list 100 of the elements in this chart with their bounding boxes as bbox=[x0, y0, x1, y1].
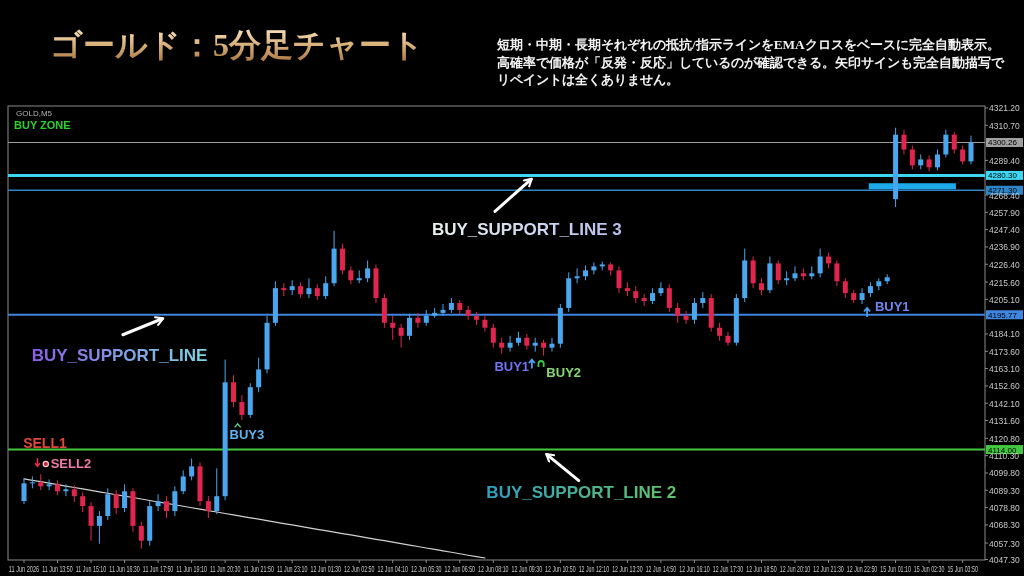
x-tick-label: 11 Jun 21:50 bbox=[243, 564, 274, 574]
candlestick bbox=[46, 478, 52, 491]
candlestick bbox=[214, 467, 220, 515]
y-tick-label: 4215.60 bbox=[989, 277, 1020, 288]
y-tick-label: 4184.10 bbox=[989, 329, 1020, 340]
candlestick bbox=[155, 493, 161, 512]
candlestick bbox=[901, 129, 907, 155]
line-series bbox=[23, 478, 486, 559]
candlestick bbox=[775, 259, 781, 285]
annotation: BUY_SUPPORT_LINE bbox=[31, 346, 208, 366]
y-tick-label: 4236.90 bbox=[989, 242, 1020, 253]
y-tick-label: 4089.30 bbox=[989, 485, 1020, 496]
candlestick bbox=[842, 277, 848, 299]
candlestick bbox=[926, 154, 932, 172]
candlestick bbox=[616, 265, 622, 294]
candlestick bbox=[968, 135, 974, 165]
candlestick bbox=[482, 315, 488, 333]
x-tick-label: 11 Jun 13:50 bbox=[42, 564, 73, 574]
y-tick-label: 4173.60 bbox=[989, 346, 1020, 357]
chart-title: ゴールド：5分足チャート bbox=[50, 27, 424, 63]
annotation: SELL1 bbox=[23, 435, 67, 452]
y-tick-label: 4226.40 bbox=[989, 259, 1020, 270]
candlestick bbox=[29, 475, 35, 489]
candlestick bbox=[390, 315, 396, 341]
candlestick bbox=[398, 323, 404, 349]
candlestick bbox=[490, 323, 496, 349]
y-tick-label: 4310.70 bbox=[989, 120, 1020, 131]
candlestick bbox=[859, 287, 865, 305]
y-tick-label: 4257.90 bbox=[989, 207, 1020, 218]
candlestick bbox=[80, 491, 86, 513]
y-tick-label: 4047.30 bbox=[989, 555, 1020, 566]
annotation: BUY_SUPPORT_LINE 3 bbox=[431, 219, 622, 239]
y-tick-label: 4131.60 bbox=[989, 416, 1020, 427]
candlestick bbox=[683, 310, 689, 325]
annotation: BUY ZONE bbox=[14, 119, 71, 131]
chart-subtitle: 短期・中期・長期それぞれの抵抗/指示ラインをEMAクロスをベースに完全自動表示。高確率で価格が「反発・反応」しているのが確認できる。矢印サインも完全自動描写でリペイントは全くありません。 bbox=[497, 36, 1006, 89]
candlestick bbox=[666, 283, 672, 313]
candlestick bbox=[943, 129, 949, 158]
candlestick bbox=[163, 495, 169, 519]
x-tick-label: 11 Jun 15:10 bbox=[75, 564, 107, 574]
candlestick bbox=[909, 145, 915, 170]
y-tick-label: 4152.60 bbox=[989, 381, 1020, 392]
x-tick-label: 11 Jun 16:30 bbox=[109, 564, 140, 574]
x-tick-label: 11 Jun 19:10 bbox=[176, 564, 207, 574]
x-tick-label: 11 Jun 17:50 bbox=[142, 564, 174, 574]
y-tick-label: 4163.10 bbox=[989, 364, 1020, 375]
candlestick bbox=[323, 275, 329, 300]
ref-line-label: 4280.30 bbox=[988, 171, 1018, 181]
x-tick-label: 11 Jun 23:10 bbox=[276, 564, 308, 574]
candlestick bbox=[834, 259, 840, 287]
annotation: BUY_SUPPORT_LINE 2 bbox=[486, 483, 677, 503]
candlestick bbox=[189, 457, 195, 481]
annotation: GOLD,M5 bbox=[16, 108, 53, 118]
annotation: BUY1 bbox=[874, 298, 910, 314]
y-tick-label: 4289.40 bbox=[989, 155, 1020, 166]
x-tick-label: 11 Jun 2026 bbox=[8, 563, 40, 574]
candlestick bbox=[750, 256, 756, 289]
ref-line-label: 4300.26 bbox=[988, 138, 1018, 148]
y-tick-label: 4099.80 bbox=[989, 468, 1020, 479]
annotation: BUY2 bbox=[546, 365, 582, 380]
candlestick bbox=[365, 259, 371, 283]
candlestick bbox=[507, 335, 513, 353]
candlestick bbox=[440, 303, 446, 317]
candlestick bbox=[658, 281, 664, 297]
y-tick-label: 4142.10 bbox=[989, 398, 1020, 409]
candlestick bbox=[591, 261, 597, 275]
candlestick bbox=[231, 374, 237, 408]
candlestick bbox=[21, 477, 27, 505]
candlestick bbox=[256, 357, 262, 393]
candlestick bbox=[88, 501, 94, 542]
y-tick-label: 4205.10 bbox=[989, 294, 1020, 305]
annotation: SELL2 bbox=[50, 455, 92, 471]
candlestick bbox=[549, 337, 555, 353]
candlestick bbox=[239, 394, 245, 421]
candlestick bbox=[725, 331, 731, 347]
candlestick bbox=[205, 495, 211, 519]
candlestick bbox=[951, 131, 957, 154]
ref-line-label: 4195.77 bbox=[988, 310, 1018, 320]
x-tick-label: 11 Jun 20:30 bbox=[209, 564, 241, 574]
y-tick-label: 4068.30 bbox=[989, 520, 1020, 531]
y-tick-label: 4078.80 bbox=[989, 503, 1020, 514]
candlestick bbox=[122, 483, 128, 513]
candlestick bbox=[63, 483, 69, 497]
candlestick bbox=[105, 487, 111, 521]
candlestick bbox=[574, 267, 580, 284]
candlestick bbox=[960, 145, 966, 165]
annotation: BUY1 bbox=[494, 359, 530, 375]
candlestick bbox=[792, 265, 798, 282]
y-tick-label: 4321.20 bbox=[989, 103, 1020, 114]
y-tick-label: 4247.40 bbox=[989, 225, 1020, 236]
candlestick bbox=[406, 313, 413, 341]
candlestick bbox=[934, 149, 940, 171]
y-tick-label: 4120.80 bbox=[989, 433, 1020, 444]
candlestick bbox=[691, 297, 697, 325]
candlestick bbox=[306, 277, 312, 299]
candlestick bbox=[96, 510, 102, 545]
candlestick bbox=[180, 469, 186, 495]
candlestick bbox=[339, 243, 345, 275]
candlestick bbox=[675, 302, 681, 324]
y-tick-label: 4057.30 bbox=[989, 538, 1020, 549]
